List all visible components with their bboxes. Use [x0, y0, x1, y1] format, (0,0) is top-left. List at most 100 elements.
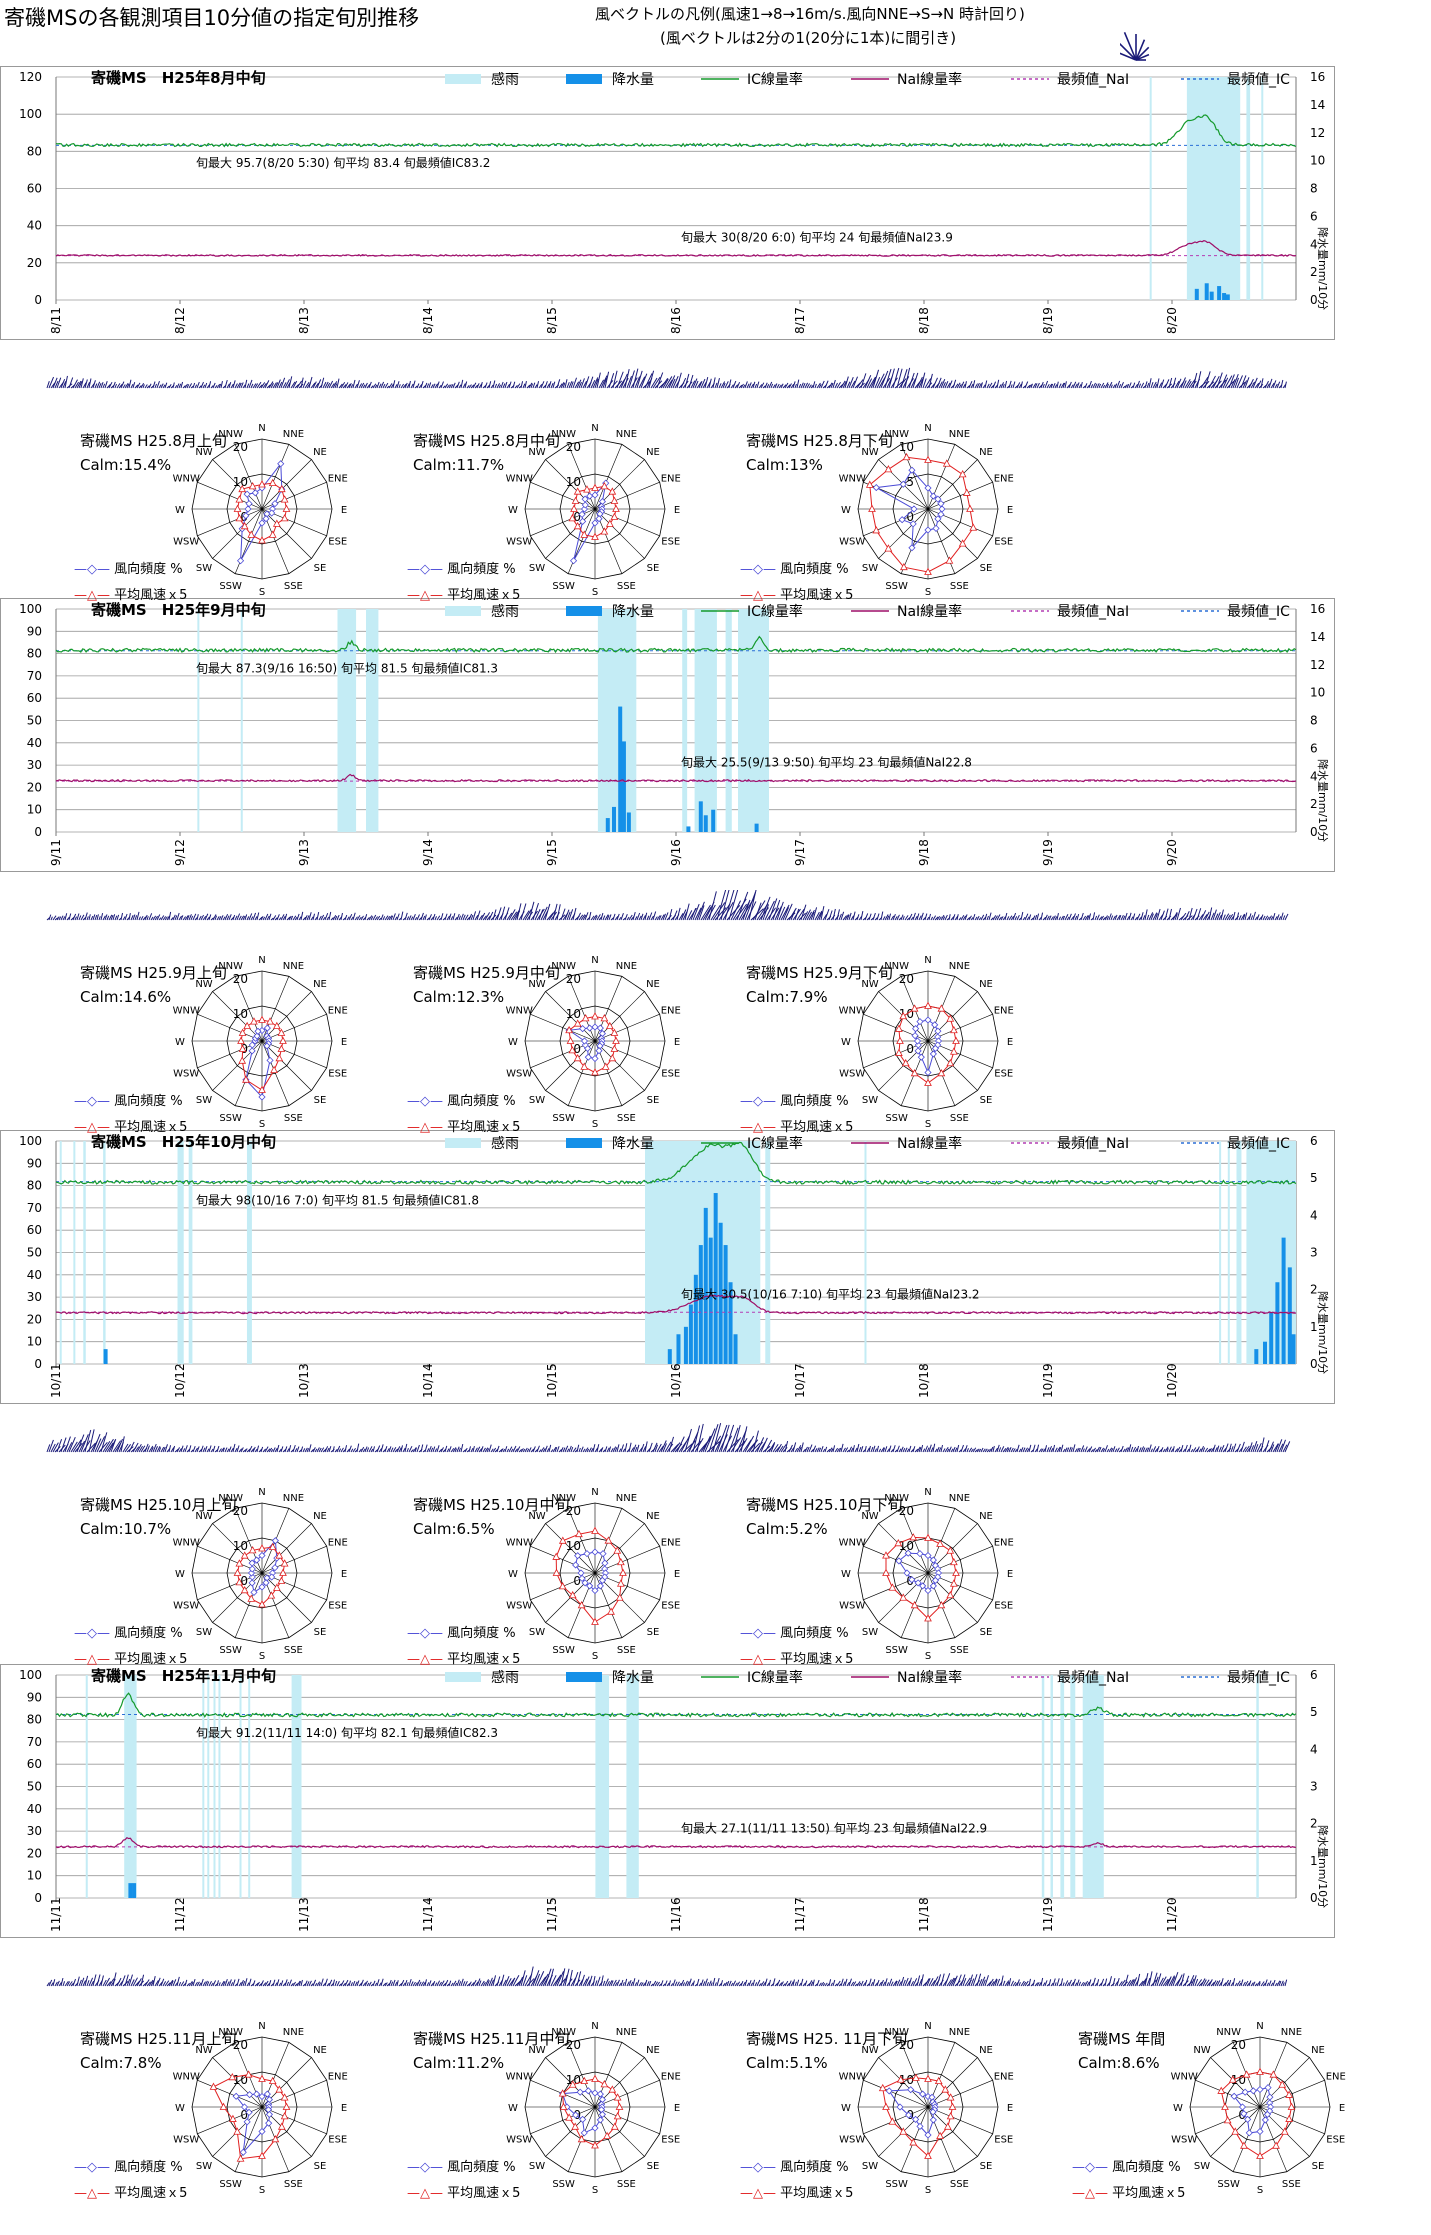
wind-vector	[498, 384, 502, 389]
wind-vector	[652, 376, 661, 389]
wind-vector	[170, 917, 174, 921]
precip-bar	[618, 706, 623, 832]
rose-direction-label: SW	[196, 1095, 212, 1106]
wind-vector	[86, 381, 90, 389]
rose-calm: Calm:8.6%	[1078, 2054, 1160, 2072]
wind-vector	[1038, 1448, 1043, 1453]
rose-speed-point	[617, 1579, 625, 1587]
wind-vector	[524, 909, 532, 921]
wind-vector	[1182, 1448, 1186, 1453]
wind-vector	[830, 382, 834, 389]
wind-vector	[964, 914, 968, 921]
rose-freq-point	[908, 466, 916, 474]
wind-vector	[548, 1444, 552, 1453]
wind-vector	[292, 915, 297, 921]
rose-direction-label: SW	[529, 1627, 545, 1638]
rose-freq-point	[914, 1047, 922, 1055]
wind-vector	[718, 903, 731, 921]
wind-vector	[872, 369, 880, 389]
wind-vector	[716, 1424, 728, 1453]
wind-vector	[278, 381, 283, 389]
rose-direction-label: NW	[195, 979, 212, 990]
rose-ring-label: 0	[906, 1042, 914, 1056]
wind-vector	[1244, 912, 1248, 921]
wind-vector	[180, 1981, 185, 1987]
wind-vector	[326, 1447, 330, 1453]
rose-freq-point	[595, 1047, 603, 1055]
wind-vector	[470, 1982, 475, 1987]
wind-vector	[202, 1981, 206, 1987]
wind-vector	[280, 1980, 284, 1987]
wind-vector	[1046, 915, 1050, 921]
rose-speed-point	[902, 452, 911, 461]
rose-direction-label: SW	[196, 563, 212, 574]
rose-freq-point	[572, 1561, 580, 1569]
wind-vector	[46, 380, 50, 389]
wind-vector	[1092, 1977, 1096, 1987]
rose-speed-point	[235, 1559, 244, 1567]
rose-direction-label: NW	[195, 2045, 212, 2056]
wind-vector	[722, 382, 726, 389]
wind-vector	[530, 1448, 535, 1453]
wind-vector	[790, 1981, 794, 1987]
wind-vector	[1066, 1982, 1070, 1987]
x-tick-label: 10/16	[669, 1363, 683, 1398]
wind-vector	[230, 1982, 234, 1987]
wind-vector	[138, 1445, 143, 1453]
wind-vector	[1136, 1973, 1141, 1987]
wind-vector	[64, 913, 68, 921]
wind-vector	[1072, 913, 1076, 921]
wind-vector	[1112, 1978, 1116, 1987]
rose-direction-label: SSW	[885, 2179, 908, 2190]
wind-vector	[1196, 371, 1202, 389]
wind-vector	[690, 1982, 694, 1987]
wind-vector	[244, 1448, 248, 1453]
precip-bar	[103, 1349, 108, 1364]
rose-speed-point	[946, 2093, 955, 2101]
rose-direction-label: S	[259, 2185, 265, 2196]
rose-speed-point	[229, 2114, 237, 2122]
wind-vector	[870, 1981, 874, 1987]
wind-vector	[740, 383, 744, 389]
wind-vector	[830, 1448, 834, 1453]
rose-direction-label: ESE	[661, 1600, 680, 1611]
wind-vector	[184, 915, 189, 921]
rose-direction-label: NNW	[551, 961, 576, 972]
rose-speed-point	[958, 470, 967, 478]
wind-vector	[668, 1436, 675, 1453]
wind-vector	[602, 915, 606, 921]
wind-vector	[46, 1982, 50, 1987]
rose-direction-label: SSW	[219, 2179, 242, 2190]
wind-vector	[428, 382, 432, 389]
wind-vector	[902, 1447, 906, 1453]
wind-vector	[162, 384, 166, 389]
wind-vector	[186, 1982, 190, 1987]
wind-vector	[890, 915, 895, 921]
wind-vector	[1080, 381, 1083, 389]
wind-vector	[850, 1447, 854, 1453]
wind-vector	[1042, 1982, 1046, 1987]
wind-vector	[1120, 1979, 1126, 1987]
wind-vector	[220, 1447, 225, 1453]
wind-vector	[84, 912, 88, 921]
wind-vector	[692, 1425, 701, 1453]
wind-vector	[564, 379, 568, 389]
rose-direction-label: WNW	[839, 2072, 866, 2083]
wind-vector	[174, 1982, 179, 1987]
y-tick-label: 90	[27, 1690, 42, 1704]
wind-vector	[338, 1448, 342, 1453]
wind-vector	[864, 913, 869, 921]
wind-vector	[622, 1448, 626, 1453]
rose-legend-freq: —◇— 風向頻度 %	[74, 1094, 183, 1109]
rose-direction-label: N	[1256, 2021, 1263, 2032]
wind-vector	[392, 1446, 397, 1453]
wind-vector	[672, 375, 679, 389]
wind-vector	[488, 1977, 493, 1987]
wind-vector	[408, 915, 412, 921]
wind-vector	[994, 915, 998, 921]
wind-vector	[144, 1443, 149, 1453]
wind-vector	[410, 1449, 414, 1453]
wind-vector	[710, 904, 721, 921]
y-tick-label: 90	[27, 624, 42, 638]
wind-vector	[1080, 1981, 1085, 1987]
